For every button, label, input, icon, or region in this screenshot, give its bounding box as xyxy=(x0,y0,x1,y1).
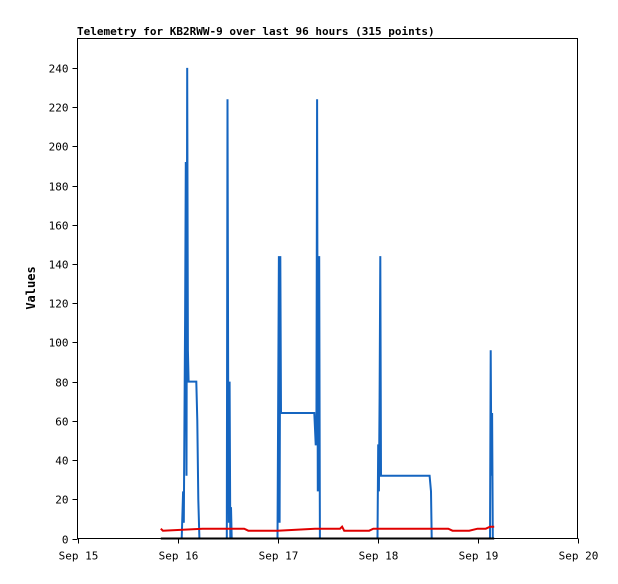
y-tick-label: 60 xyxy=(55,416,68,429)
y-tick-label: 180 xyxy=(49,181,69,194)
series-layer xyxy=(160,67,495,540)
y-tick-label: 140 xyxy=(49,259,69,272)
x-tick-label: Sep 19 xyxy=(459,550,499,563)
y-tick-label: 220 xyxy=(49,102,69,115)
chart-title: Telemetry for KB2RWW-9 over last 96 hour… xyxy=(77,25,435,38)
x-axis: Sep 15 Sep 16 Sep 17 Sep 18 Sep 19 Sep 20 xyxy=(59,538,599,563)
y-tick-label: 100 xyxy=(49,337,69,350)
y-tick-label: 120 xyxy=(49,298,69,311)
y-axis: 0 20 40 60 80 100 120 140 160 180 200 220 240 xyxy=(49,63,78,547)
y-tick-label: 80 xyxy=(55,377,68,390)
x-tick-label: Sep 16 xyxy=(159,550,199,563)
x-tick-label: Sep 15 xyxy=(59,550,99,563)
x-tick-label: Sep 18 xyxy=(359,550,399,563)
series-line-1 xyxy=(180,67,494,540)
y-tick-label: 20 xyxy=(55,494,68,507)
y-tick-label: 200 xyxy=(49,141,69,154)
y-tick-label: 160 xyxy=(49,220,69,233)
y-axis-title-group: Values xyxy=(24,266,38,309)
x-tick-label: Sep 20 xyxy=(559,550,599,563)
y-tick-label: 40 xyxy=(55,455,68,468)
y-axis-title: Values xyxy=(24,266,38,309)
y-tick-label: 240 xyxy=(49,63,69,76)
x-tick-label: Sep 17 xyxy=(259,550,299,563)
series-line-2 xyxy=(160,525,495,532)
y-tick-label: 0 xyxy=(62,534,69,547)
